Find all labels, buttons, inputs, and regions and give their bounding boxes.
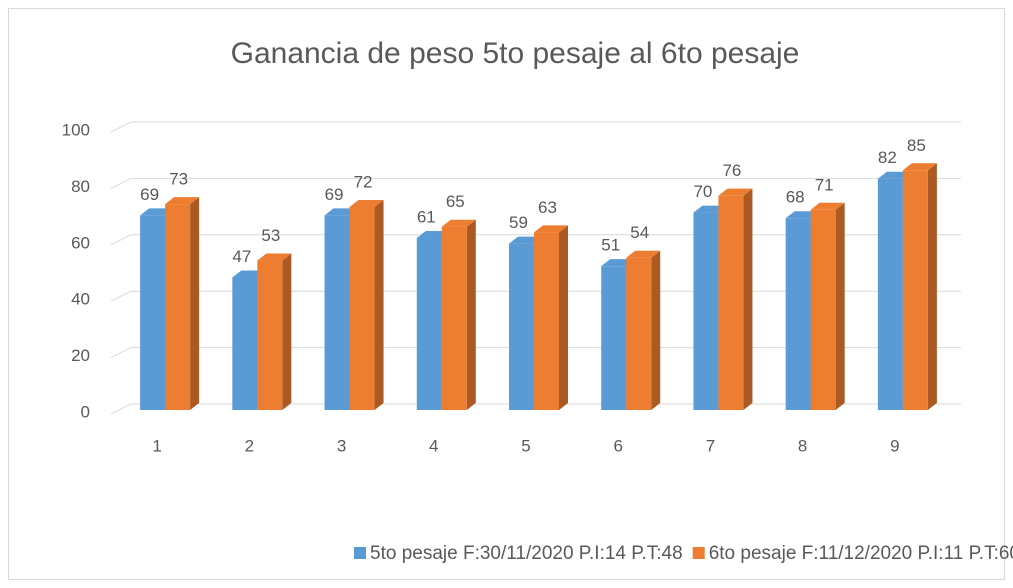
data-label: 70 bbox=[693, 182, 712, 201]
bar bbox=[626, 250, 661, 410]
bar-front bbox=[416, 237, 442, 410]
grid-line bbox=[110, 234, 961, 246]
legend-swatch bbox=[692, 547, 705, 559]
bar-front bbox=[165, 204, 191, 410]
data-label: 53 bbox=[261, 226, 280, 245]
data-label: 73 bbox=[169, 170, 188, 189]
bar-front bbox=[534, 232, 559, 410]
data-label: 51 bbox=[601, 236, 620, 255]
data-label: 61 bbox=[417, 207, 436, 226]
bar-front bbox=[140, 215, 166, 410]
bar-front bbox=[349, 206, 375, 410]
bar-front bbox=[257, 260, 283, 410]
bar-side bbox=[743, 188, 753, 410]
legend-label: 6to pesaje F:11/12/2020 P.I:11 P.T:60 bbox=[709, 543, 1013, 564]
bar-front bbox=[626, 257, 652, 410]
data-label: 72 bbox=[354, 172, 373, 191]
x-tick-label: 8 bbox=[798, 436, 807, 455]
x-tick-label: 6 bbox=[613, 436, 622, 455]
bar-front bbox=[232, 277, 258, 410]
bar-front bbox=[693, 212, 719, 410]
bar bbox=[902, 163, 937, 410]
bar-front bbox=[324, 215, 350, 410]
bar bbox=[810, 202, 845, 410]
bar-side bbox=[835, 202, 845, 410]
y-tick-label: 40 bbox=[71, 290, 90, 309]
bar-top bbox=[349, 199, 384, 207]
data-label: 69 bbox=[140, 185, 159, 204]
data-label: 47 bbox=[232, 247, 251, 266]
y-tick-label: 80 bbox=[71, 177, 90, 196]
bar bbox=[165, 197, 200, 410]
bar-side bbox=[190, 197, 200, 410]
bar bbox=[441, 219, 476, 410]
bar-side bbox=[282, 253, 292, 410]
bar-front bbox=[877, 178, 903, 410]
bar bbox=[534, 225, 568, 410]
bar-front bbox=[810, 209, 836, 410]
x-tick-label: 4 bbox=[429, 436, 438, 455]
x-tick-label: 7 bbox=[706, 436, 715, 455]
y-tick-label: 60 bbox=[71, 233, 90, 252]
data-label: 59 bbox=[509, 213, 528, 232]
bar bbox=[349, 199, 384, 410]
bar-top bbox=[441, 219, 476, 227]
bar-top bbox=[165, 197, 200, 205]
bar-side bbox=[466, 219, 476, 410]
bar bbox=[718, 188, 753, 410]
data-label: 71 bbox=[815, 175, 834, 194]
grid-line bbox=[110, 290, 961, 302]
y-tick-label: 20 bbox=[71, 346, 90, 365]
data-label: 85 bbox=[907, 136, 926, 155]
x-tick-label: 3 bbox=[337, 436, 346, 455]
data-label: 65 bbox=[446, 192, 465, 211]
data-label: 54 bbox=[630, 223, 649, 242]
bar-front bbox=[902, 170, 928, 410]
bar-top bbox=[902, 163, 937, 171]
bar-side bbox=[559, 225, 568, 410]
y-tick-label: 0 bbox=[81, 402, 90, 421]
legend-swatch bbox=[354, 547, 366, 559]
bar-top bbox=[626, 250, 661, 258]
bar-front bbox=[509, 243, 534, 410]
bar-top bbox=[257, 253, 292, 261]
bar bbox=[257, 253, 292, 410]
bar-front bbox=[785, 218, 811, 410]
chart-title: Ganancia de peso 5to pesaje al 6to pesaj… bbox=[231, 37, 800, 70]
data-label: 63 bbox=[538, 198, 557, 217]
grid-line bbox=[110, 121, 961, 133]
bar-side bbox=[374, 199, 384, 410]
legend-label: 5to pesaje F:30/11/2020 P.I:14 P.T:48 bbox=[370, 543, 683, 564]
y-tick-label: 100 bbox=[62, 120, 90, 139]
grid-line bbox=[110, 403, 961, 415]
x-tick-label: 1 bbox=[152, 436, 161, 455]
data-label: 82 bbox=[878, 148, 897, 167]
bar-side bbox=[927, 163, 937, 410]
grid-line bbox=[110, 177, 961, 189]
grid-line bbox=[110, 347, 961, 359]
bar-top bbox=[718, 188, 753, 196]
x-tick-label: 9 bbox=[890, 436, 899, 455]
x-tick-label: 2 bbox=[245, 436, 254, 455]
bar-top bbox=[534, 225, 568, 233]
bar-front bbox=[718, 195, 744, 410]
data-label: 68 bbox=[786, 188, 805, 207]
data-label: 76 bbox=[722, 161, 741, 180]
bar-top bbox=[810, 202, 845, 210]
x-tick-label: 5 bbox=[521, 436, 530, 455]
data-label: 69 bbox=[325, 185, 344, 204]
bar-front bbox=[441, 226, 467, 410]
bar-front bbox=[601, 266, 627, 410]
bar-side bbox=[651, 250, 661, 410]
